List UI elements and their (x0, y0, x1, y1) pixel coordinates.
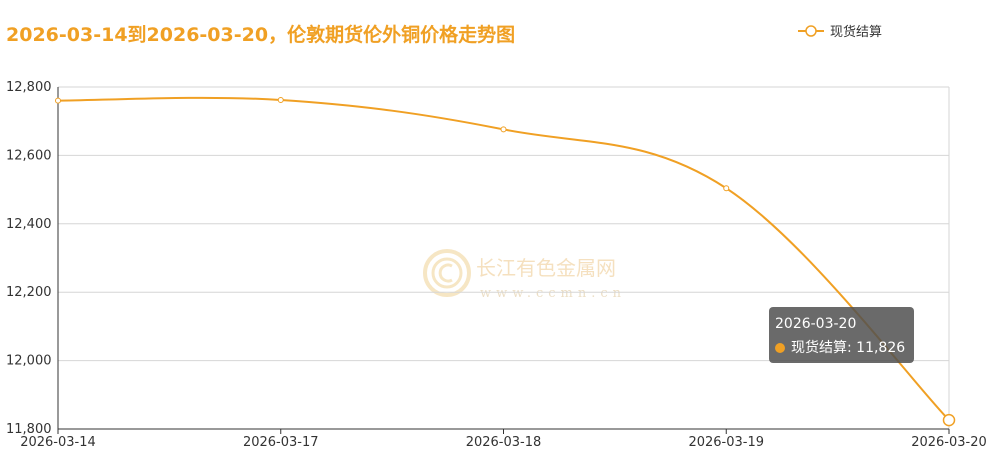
chart-title: 2026-03-14到2026-03-20，伦敦期货伦外铜价格走势图 (6, 24, 516, 46)
x-tick-label: 2026-03-14 (20, 435, 96, 450)
data-point[interactable] (500, 126, 507, 133)
data-point[interactable] (942, 413, 956, 427)
y-tick-label: 11,800 (6, 422, 52, 437)
y-tick-label: 12,000 (6, 354, 52, 369)
x-tick-label: 2026-03-17 (243, 435, 319, 450)
y-tick-label: 12,200 (6, 285, 52, 300)
tooltip-series-dot-icon (775, 343, 785, 353)
x-tick-label: 2026-03-20 (911, 435, 987, 450)
x-tick-label: 2026-03-18 (466, 435, 542, 450)
watermark-name: 长江有色金属网 (476, 256, 616, 280)
legend-item-spot-settlement[interactable]: 现货结算 (798, 21, 882, 40)
legend-marker-icon (798, 24, 824, 37)
y-tick-label: 12,600 (6, 148, 52, 163)
y-tick-label: 12,800 (6, 80, 52, 95)
data-point[interactable] (55, 97, 61, 104)
tooltip-value: 现货结算: 11,826 (791, 340, 906, 356)
legend-label: 现货结算 (830, 25, 883, 40)
data-point[interactable] (277, 96, 284, 103)
tooltip-date: 2026-03-20 (775, 316, 857, 332)
x-tick-label: 2026-03-19 (688, 435, 764, 450)
watermark-logo-icon (423, 249, 471, 297)
watermark: 长江有色金属网 www.ccmn.cn (423, 249, 626, 301)
tooltip: 2026-03-20 现货结算: 11,826 (769, 307, 914, 363)
data-point[interactable] (723, 185, 730, 192)
watermark-url: www.ccmn.cn (480, 286, 626, 301)
series-line-spot-settlement (57, 96, 950, 421)
y-tick-label: 12,400 (6, 217, 52, 232)
